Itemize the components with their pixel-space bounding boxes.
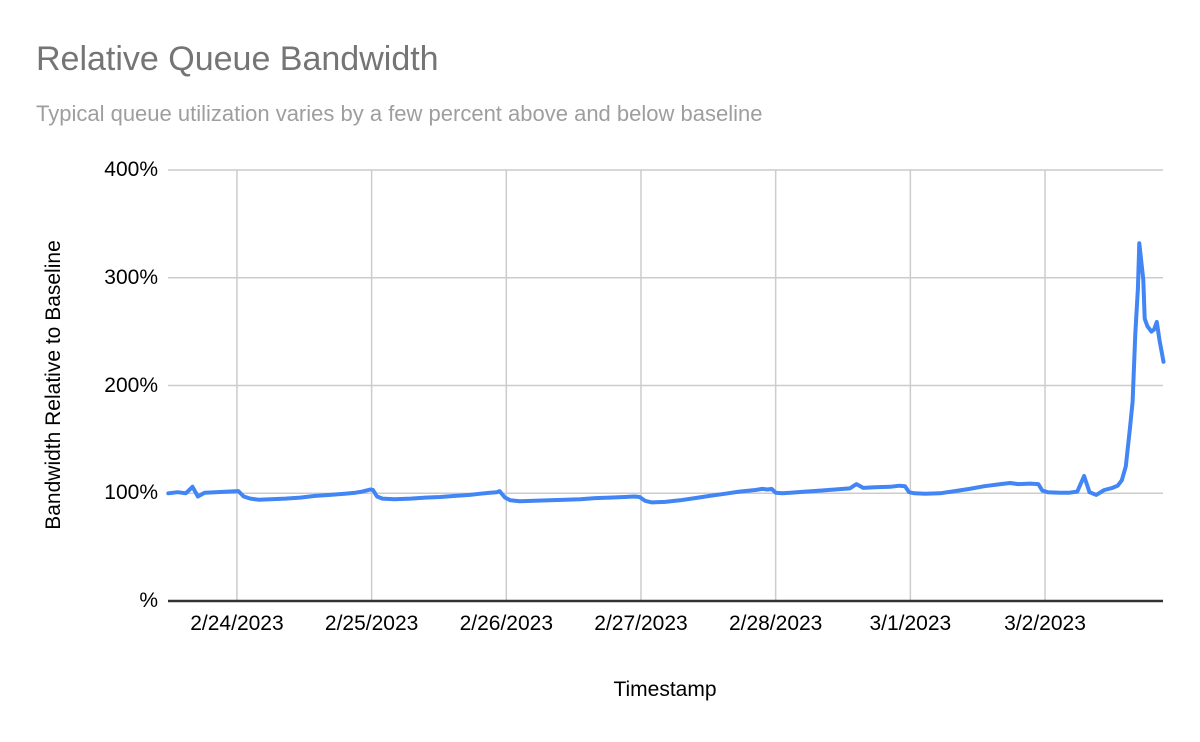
- x-tick-label: 3/1/2023: [869, 612, 952, 635]
- x-tick-label: 2/25/2023: [324, 612, 419, 635]
- x-tick-label: 2/28/2023: [728, 612, 823, 635]
- x-tick-label: 3/2/2023: [1004, 612, 1086, 635]
- x-tick-label: 2/26/2023: [459, 612, 554, 635]
- chart-subtitle: Typical queue utilization varies by a fe…: [36, 101, 763, 126]
- x-tick-label: 2/27/2023: [594, 612, 688, 635]
- y-tick-label: 200%: [104, 373, 158, 397]
- x-tick-label: 2/24/2023: [190, 612, 284, 635]
- data-series-line: [166, 241, 1166, 505]
- y-tick-label: 300%: [104, 265, 158, 289]
- x-axis-title: Timestamp: [613, 678, 717, 701]
- chart-title: Relative Queue Bandwidth: [36, 40, 439, 78]
- y-tick-label: 400%: [104, 158, 158, 181]
- y-tick-label: 100%: [104, 481, 158, 505]
- y-tick-label: %: [139, 589, 158, 612]
